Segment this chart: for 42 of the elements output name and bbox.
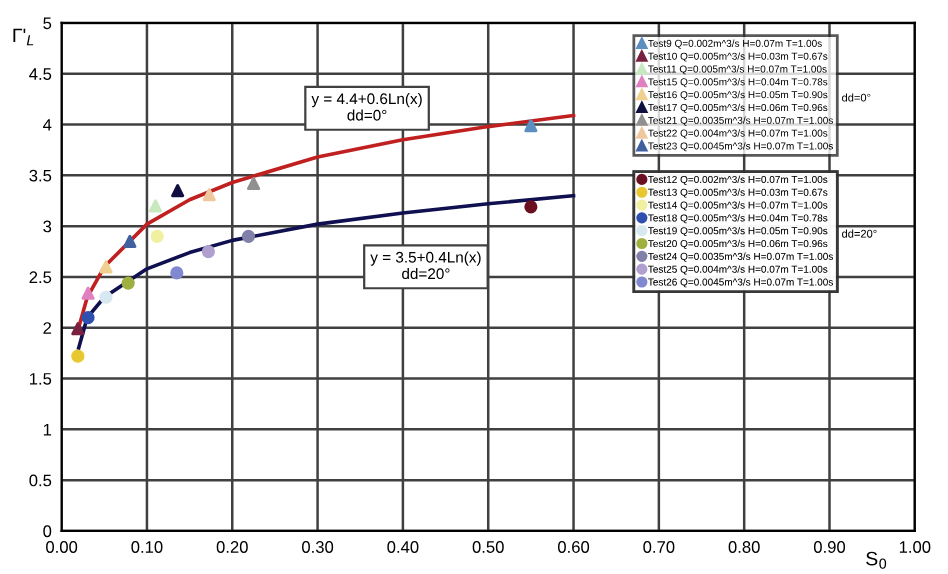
x-tick-label: 0.90: [813, 541, 846, 553]
point: [170, 266, 184, 280]
point: [247, 176, 261, 191]
y-tick-label: 0: [43, 525, 52, 538]
point: [171, 184, 185, 198]
point: [524, 200, 538, 214]
point: [71, 349, 85, 363]
point: [121, 276, 135, 290]
y-tick-label: 1: [43, 423, 52, 436]
x-tick-label: 0.00: [46, 541, 78, 553]
y-tick-label: 3.5: [29, 169, 52, 182]
point: [99, 260, 113, 274]
x-tick-label: 0.20: [216, 541, 248, 553]
point: [148, 199, 163, 213]
point: [81, 286, 95, 300]
point: [241, 229, 256, 243]
point: [99, 290, 113, 304]
x-tick-label: 0.50: [472, 541, 504, 553]
x-tick-label: 1.00: [899, 541, 931, 553]
point: [201, 244, 215, 259]
point: [202, 188, 216, 202]
x-tick-label: 0.80: [728, 541, 760, 553]
point: [524, 118, 538, 133]
x-tick-label: 0.30: [302, 541, 334, 553]
y-tick-label: 1.5: [30, 373, 52, 385]
x-tick-label: 0.60: [557, 541, 590, 553]
y-tick-label: 0.5: [29, 474, 52, 487]
x-axis-title: S$_{0}$: [866, 551, 887, 569]
point: [123, 234, 137, 248]
point: [81, 311, 95, 325]
y-tick-label: 2: [43, 322, 52, 334]
point: [150, 229, 164, 243]
x-tick-label: 0.10: [131, 541, 163, 553]
y-tick-label: 3: [43, 220, 52, 233]
y-tick-label: 4: [43, 119, 52, 131]
y-axis-title: Γ'$_{L}$: [13, 28, 34, 46]
y-tick-label: 4.5: [29, 68, 52, 80]
x-tick-label: 0.40: [387, 541, 419, 553]
y-tick-label: 2.5: [29, 271, 52, 284]
y-tick-label: 5: [43, 17, 52, 30]
x-tick-label: 0.70: [643, 541, 675, 553]
point: [71, 322, 85, 336]
